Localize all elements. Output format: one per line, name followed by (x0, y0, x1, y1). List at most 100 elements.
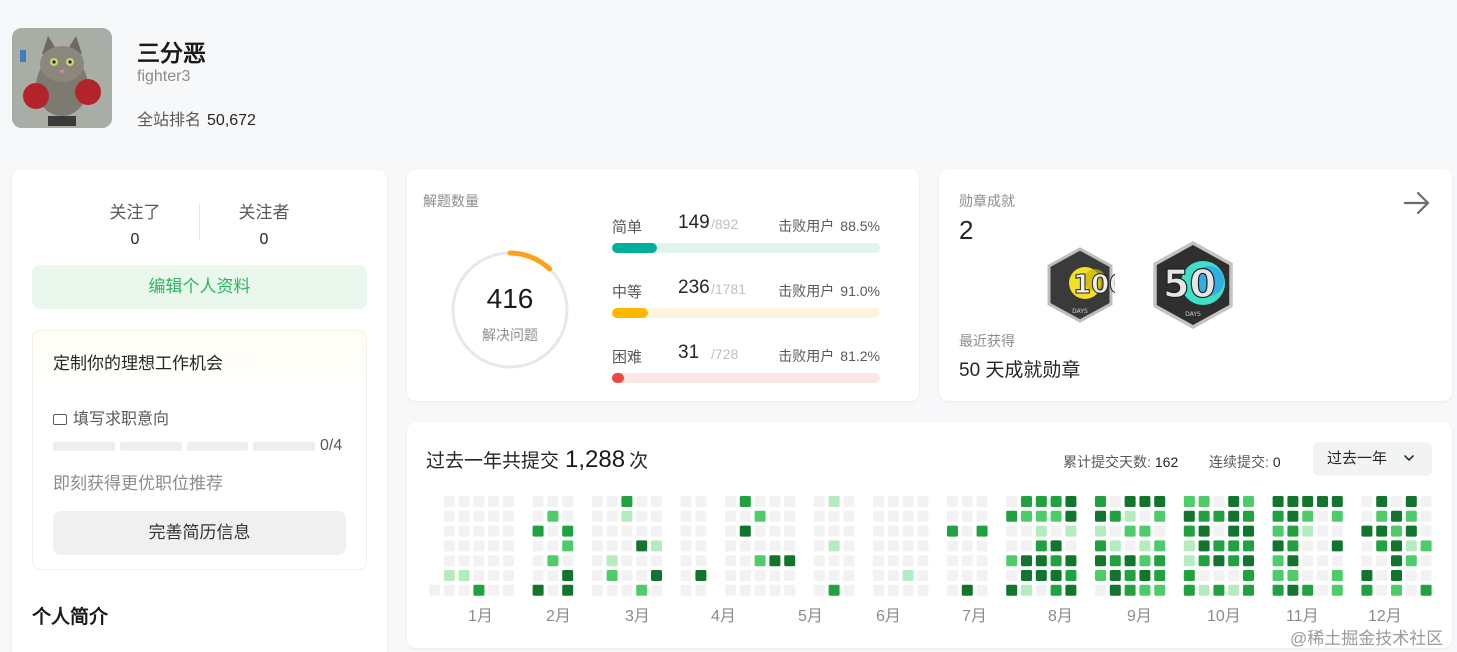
heatmap-cell[interactable] (1405, 555, 1417, 567)
heatmap-cell[interactable] (1376, 496, 1388, 507)
heatmap-cell[interactable] (902, 496, 914, 507)
heatmap-cell[interactable] (902, 525, 914, 537)
heatmap-cell[interactable] (843, 584, 855, 596)
heatmap-cell[interactable] (769, 540, 781, 552)
heatmap-cell[interactable] (784, 555, 796, 567)
avatar[interactable] (12, 28, 112, 128)
heatmap-cell[interactable] (1139, 525, 1151, 537)
heatmap-cell[interactable] (828, 570, 840, 581)
heatmap-cell[interactable] (1420, 510, 1432, 522)
heatmap-cell[interactable] (547, 510, 559, 522)
heatmap-cell[interactable] (1035, 525, 1047, 537)
heatmap-cell[interactable] (1331, 525, 1343, 537)
complete-resume-button[interactable]: 完善简历信息 (53, 511, 346, 555)
heatmap-cell[interactable] (443, 584, 455, 596)
heatmap-cell[interactable] (695, 496, 707, 507)
heatmap-cell[interactable] (591, 510, 603, 522)
heatmap-cell[interactable] (636, 510, 648, 522)
heatmap-cell[interactable] (961, 540, 973, 552)
heatmap-cell[interactable] (591, 525, 603, 537)
badge-50-days-icon[interactable]: 50 DAYS (1151, 241, 1235, 329)
heatmap-cell[interactable] (725, 525, 736, 537)
heatmap-cell[interactable] (443, 496, 455, 507)
heatmap-cell[interactable] (621, 555, 633, 567)
heatmap-cell[interactable] (547, 525, 559, 537)
arrow-right-icon[interactable] (1403, 191, 1431, 215)
heatmap-cell[interactable] (828, 496, 840, 507)
heatmap-cell[interactable] (873, 525, 884, 537)
heatmap-cell[interactable] (1376, 584, 1388, 596)
heatmap-cell[interactable] (1050, 584, 1062, 596)
heatmap-cell[interactable] (651, 584, 662, 596)
heatmap-cell[interactable] (947, 570, 958, 581)
heatmap-cell[interactable] (532, 525, 544, 537)
heatmap-cell[interactable] (1139, 540, 1151, 552)
heatmap-cell[interactable] (1139, 510, 1151, 522)
heatmap-cell[interactable] (636, 555, 648, 567)
heatmap-cell[interactable] (1006, 496, 1018, 507)
heatmap-cell[interactable] (1006, 555, 1018, 567)
heatmap-cell[interactable] (1317, 525, 1328, 537)
heatmap-cell[interactable] (503, 555, 514, 567)
heatmap-cell[interactable] (1065, 555, 1077, 567)
heatmap-cell[interactable] (473, 570, 485, 581)
heatmap-cell[interactable] (813, 496, 825, 507)
heatmap-cell[interactable] (1287, 540, 1299, 552)
heatmap-cell[interactable] (1006, 510, 1018, 522)
heatmap-cell[interactable] (1243, 540, 1254, 552)
heatmap-cell[interactable] (1272, 496, 1284, 507)
heatmap-cell[interactable] (769, 570, 781, 581)
heatmap-cell[interactable] (1361, 540, 1373, 552)
heatmap-cell[interactable] (591, 496, 603, 507)
heatmap-cell[interactable] (813, 584, 825, 596)
heatmap-cell[interactable] (843, 570, 855, 581)
heatmap-cell[interactable] (1154, 584, 1166, 596)
heatmap-cell[interactable] (873, 570, 884, 581)
heatmap-cell[interactable] (1331, 510, 1343, 522)
heatmap-cell[interactable] (828, 540, 840, 552)
heatmap-cell[interactable] (1405, 540, 1417, 552)
heatmap-cell[interactable] (1124, 525, 1136, 537)
heatmap-cell[interactable] (1124, 570, 1136, 581)
heatmap-cell[interactable] (695, 540, 707, 552)
heatmap-cell[interactable] (1095, 555, 1106, 567)
heatmap-cell[interactable] (976, 555, 988, 567)
job-intent-step[interactable]: 填写求职意向 (53, 405, 169, 429)
heatmap-cell[interactable] (1376, 540, 1388, 552)
heatmap-cell[interactable] (902, 540, 914, 552)
heatmap-cell[interactable] (1124, 496, 1136, 507)
heatmap-cell[interactable] (458, 570, 470, 581)
heatmap-cell[interactable] (961, 525, 973, 537)
heatmap-cell[interactable] (1243, 570, 1254, 581)
heatmap-cell[interactable] (591, 555, 603, 567)
heatmap-cell[interactable] (887, 525, 899, 537)
heatmap-cell[interactable] (1287, 496, 1299, 507)
heatmap-cell[interactable] (1376, 570, 1388, 581)
heatmap-cell[interactable] (1228, 540, 1240, 552)
heatmap-cell[interactable] (606, 584, 618, 596)
heatmap-cell[interactable] (1331, 540, 1343, 552)
heatmap-cell[interactable] (680, 555, 692, 567)
heatmap-cell[interactable] (1154, 496, 1166, 507)
heatmap-cell[interactable] (606, 525, 618, 537)
heatmap-cell[interactable] (1050, 570, 1062, 581)
heatmap-cell[interactable] (562, 540, 574, 552)
heatmap-cell[interactable] (606, 555, 618, 567)
heatmap-cell[interactable] (739, 525, 751, 537)
heatmap-cell[interactable] (1331, 584, 1343, 596)
heatmap-cell[interactable] (947, 496, 958, 507)
heatmap-cell[interactable] (606, 540, 618, 552)
heatmap-cell[interactable] (443, 570, 455, 581)
heatmap-cell[interactable] (1376, 510, 1388, 522)
heatmap-cell[interactable] (562, 496, 574, 507)
heatmap-cell[interactable] (621, 496, 633, 507)
heatmap-cell[interactable] (725, 540, 736, 552)
heatmap-cell[interactable] (1243, 510, 1254, 522)
heatmap-cell[interactable] (1109, 570, 1121, 581)
heatmap-cell[interactable] (680, 510, 692, 522)
heatmap-cell[interactable] (1228, 570, 1240, 581)
heatmap-cell[interactable] (1302, 540, 1314, 552)
heatmap-cell[interactable] (1154, 510, 1166, 522)
heatmap-cell[interactable] (621, 510, 633, 522)
heatmap-cell[interactable] (1065, 570, 1077, 581)
